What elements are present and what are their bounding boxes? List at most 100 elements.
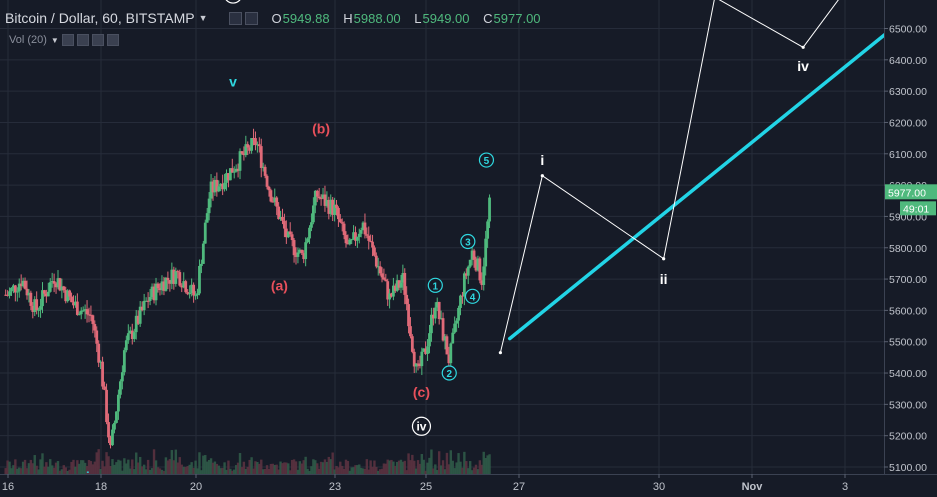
symbol-title[interactable]: Bitcoin / Dollar, 60, BITSTAMP <box>5 10 195 26</box>
eye-icon[interactable] <box>228 11 242 25</box>
volume-label[interactable]: Vol (20) <box>9 34 47 46</box>
volume-bar <box>78 463 81 474</box>
volume-bar <box>275 464 278 474</box>
ohlc-readout: O5949.88 H5988.00 L5949.00 C5977.00 <box>272 11 551 26</box>
candle-body <box>25 288 29 296</box>
projection-point <box>540 174 544 178</box>
candle-body <box>319 198 323 200</box>
volume-bar <box>45 462 48 474</box>
volume-bar <box>290 459 294 474</box>
volume-bar <box>123 458 126 474</box>
candle-body <box>176 271 180 273</box>
volume-bar <box>85 466 89 474</box>
volume-bar <box>111 459 114 474</box>
gear-icon[interactable] <box>244 11 258 25</box>
plus-icon[interactable] <box>91 34 104 46</box>
close-icon[interactable] <box>106 34 119 46</box>
candle-body <box>424 348 428 354</box>
last-price-tag <box>885 184 937 200</box>
volume-bar <box>350 467 353 474</box>
volume-bar <box>401 461 405 474</box>
candle-body <box>105 389 108 423</box>
candle-body <box>374 255 378 267</box>
volume-bar <box>344 459 348 474</box>
candle-body <box>373 247 376 256</box>
volume-bar <box>428 457 431 474</box>
wave-label: i <box>540 152 544 168</box>
close-value: 5977.00 <box>493 10 541 26</box>
volume-bar <box>346 461 350 474</box>
candle-body <box>140 306 144 311</box>
candle-body <box>321 194 325 199</box>
volume-bar <box>180 464 183 474</box>
candle-body <box>192 284 196 296</box>
volume-bar <box>152 449 156 474</box>
candle-body <box>354 232 357 241</box>
candle-body <box>4 294 8 296</box>
candle-body <box>87 314 91 316</box>
volume-indicator-row: Vol (20) ▼ <box>9 34 119 46</box>
volume-bar <box>488 454 491 474</box>
volume-bar <box>219 468 222 474</box>
time-tick-label: 16 <box>2 481 14 493</box>
volume-bar <box>439 465 443 474</box>
volume-bar <box>409 460 412 474</box>
candle-body <box>196 293 199 296</box>
candle-body <box>44 293 48 297</box>
volume-bar <box>482 451 485 474</box>
volume-bar <box>388 460 391 474</box>
volume-bar <box>484 458 487 474</box>
volume-bar <box>242 461 246 474</box>
volume-bar <box>363 468 367 474</box>
volume-bar <box>160 469 164 474</box>
eye-icon[interactable] <box>61 34 74 46</box>
candle-body <box>352 232 355 240</box>
candle-body <box>414 363 418 367</box>
candle-body <box>441 318 445 341</box>
candle-body <box>95 330 99 344</box>
gear-icon[interactable] <box>76 34 89 46</box>
candle-body <box>99 361 103 363</box>
candle-body <box>294 255 298 257</box>
volume-bar <box>39 459 42 474</box>
volume-bar <box>329 459 332 474</box>
candle-body <box>200 263 203 266</box>
candle-body <box>329 199 333 214</box>
candle-body <box>313 190 317 206</box>
volume-bar <box>91 464 95 474</box>
volume-bar <box>188 464 191 474</box>
candle-body <box>23 280 27 289</box>
wave-label-ring <box>411 416 432 436</box>
wave-label: (c) <box>413 384 430 400</box>
candle-body <box>103 386 106 390</box>
candle-body <box>132 332 136 339</box>
volume-bar <box>418 463 422 474</box>
volume-bar <box>461 467 464 474</box>
price-axis-bg <box>884 0 937 497</box>
chevron-down-icon[interactable]: ▼ <box>50 35 59 45</box>
volume-bar <box>205 461 209 474</box>
volume-bar <box>158 468 162 474</box>
low-key: L <box>414 10 422 26</box>
candle-body <box>435 301 439 308</box>
high-value: 5988.00 <box>353 10 401 26</box>
volume-bar <box>213 461 217 474</box>
volume-bar <box>33 455 36 474</box>
candle-body <box>19 283 23 287</box>
candle-body <box>371 241 374 248</box>
candle-body <box>213 179 217 193</box>
candle-body <box>203 222 207 244</box>
volume-bar <box>31 463 34 474</box>
price-tick-label: 6500.00 <box>889 24 927 36</box>
candle-body <box>31 305 35 312</box>
candle-body <box>470 250 474 260</box>
volume-bar <box>234 465 238 474</box>
volume-bar <box>321 462 325 474</box>
wave-label: iii <box>228 0 238 1</box>
candle-body <box>166 277 170 281</box>
chevron-down-icon[interactable]: ▼ <box>198 13 208 23</box>
volume-bar <box>166 460 170 474</box>
volume-bar <box>41 453 44 474</box>
volume-bar <box>66 470 69 474</box>
